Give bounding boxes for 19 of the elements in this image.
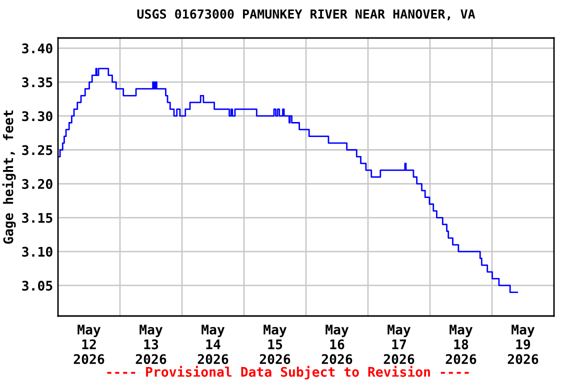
- y-tick-label: 3.30: [22, 111, 52, 122]
- x-tick-label: May 12 2026: [74, 324, 104, 364]
- x-tick-label: May 18 2026: [446, 324, 476, 364]
- x-tick-label: May 13 2026: [136, 324, 166, 364]
- y-tick-label: 3.40: [22, 43, 52, 54]
- x-tick-label: May 14 2026: [198, 324, 228, 364]
- y-tick-label: 3.10: [22, 246, 52, 257]
- chart-title: USGS 01673000 PAMUNKEY RIVER NEAR HANOVER, VA: [137, 9, 476, 20]
- x-tick-label: May 15 2026: [260, 324, 290, 364]
- y-tick-label: 3.05: [22, 280, 52, 291]
- y-tick-label: 3.25: [22, 145, 52, 156]
- x-tick-label: May 19 2026: [508, 324, 538, 364]
- y-tick-label: 3.35: [22, 77, 52, 88]
- y-axis-title: Gage height, feet: [2, 110, 16, 244]
- y-tick-label: 3.15: [22, 212, 52, 223]
- x-tick-label: May 16 2026: [322, 324, 352, 364]
- y-tick-label: 3.20: [22, 179, 52, 189]
- text: ---- Provisional Data Subject to Revision ----: [107, 366, 469, 380]
- x-tick-label: May 17 2026: [384, 324, 414, 364]
